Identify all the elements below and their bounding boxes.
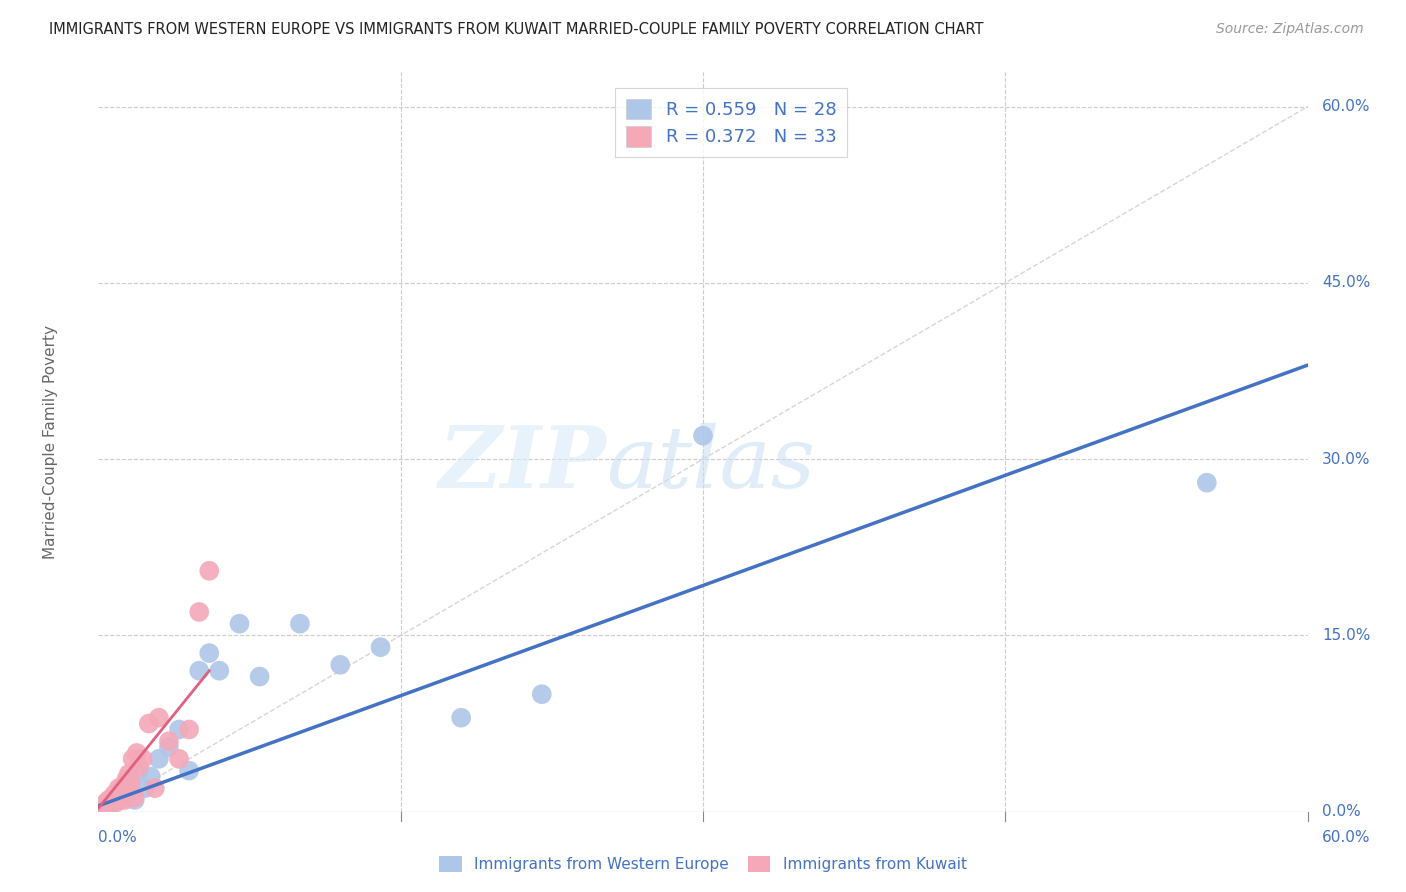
Point bbox=[450, 711, 472, 725]
Text: 60.0%: 60.0% bbox=[1322, 99, 1371, 114]
Point bbox=[120, 775, 142, 789]
Point bbox=[120, 775, 142, 789]
Point bbox=[105, 793, 128, 807]
Point bbox=[1195, 475, 1218, 490]
Point bbox=[128, 764, 150, 778]
Text: 45.0%: 45.0% bbox=[1322, 276, 1371, 291]
Point bbox=[188, 664, 211, 678]
Point bbox=[115, 772, 138, 786]
Text: 30.0%: 30.0% bbox=[1322, 451, 1371, 467]
Point bbox=[370, 640, 392, 655]
Point bbox=[288, 616, 311, 631]
Point bbox=[198, 646, 221, 660]
Text: 15.0%: 15.0% bbox=[1322, 628, 1371, 643]
Point bbox=[107, 787, 129, 801]
Point bbox=[118, 767, 141, 781]
Point bbox=[208, 664, 231, 678]
Point bbox=[105, 795, 128, 809]
Point bbox=[157, 740, 180, 755]
Point bbox=[167, 723, 190, 737]
Point bbox=[93, 801, 115, 815]
Text: 0.0%: 0.0% bbox=[98, 830, 138, 846]
Point bbox=[138, 716, 160, 731]
Text: 60.0%: 60.0% bbox=[1322, 830, 1371, 846]
Text: IMMIGRANTS FROM WESTERN EUROPE VS IMMIGRANTS FROM KUWAIT MARRIED-COUPLE FAMILY P: IMMIGRANTS FROM WESTERN EUROPE VS IMMIGR… bbox=[49, 22, 984, 37]
Point bbox=[96, 801, 118, 815]
Point bbox=[93, 800, 115, 814]
Point bbox=[228, 616, 250, 631]
Point bbox=[134, 781, 156, 796]
Text: Source: ZipAtlas.com: Source: ZipAtlas.com bbox=[1216, 22, 1364, 37]
Text: 0.0%: 0.0% bbox=[1322, 805, 1361, 819]
Point bbox=[111, 779, 134, 793]
Point bbox=[89, 802, 111, 816]
Point bbox=[179, 764, 201, 778]
Point bbox=[93, 798, 115, 813]
Point bbox=[148, 752, 170, 766]
Point bbox=[115, 790, 138, 805]
Point bbox=[128, 760, 150, 774]
Point bbox=[94, 797, 117, 812]
Legend: R = 0.559   N = 28, R = 0.372   N = 33: R = 0.559 N = 28, R = 0.372 N = 33 bbox=[616, 87, 848, 158]
Point bbox=[100, 797, 122, 811]
Point bbox=[103, 787, 125, 801]
Point bbox=[179, 723, 201, 737]
Legend: Immigrants from Western Europe, Immigrants from Kuwait: Immigrants from Western Europe, Immigran… bbox=[432, 848, 974, 880]
Text: atlas: atlas bbox=[606, 423, 815, 505]
Point bbox=[188, 605, 211, 619]
Point bbox=[107, 781, 129, 796]
Point bbox=[101, 795, 124, 809]
Point bbox=[124, 793, 146, 807]
Point bbox=[157, 734, 180, 748]
Point bbox=[110, 789, 132, 804]
Point bbox=[97, 798, 120, 813]
Point bbox=[249, 669, 271, 683]
Point bbox=[91, 801, 114, 815]
Point bbox=[167, 752, 190, 766]
Point bbox=[692, 428, 714, 442]
Point bbox=[198, 564, 221, 578]
Point bbox=[96, 795, 118, 809]
Point bbox=[139, 769, 162, 783]
Point bbox=[111, 781, 134, 796]
Point bbox=[148, 711, 170, 725]
Point bbox=[530, 687, 553, 701]
Text: ZIP: ZIP bbox=[439, 422, 606, 506]
Point bbox=[98, 798, 121, 813]
Point bbox=[124, 790, 146, 805]
Point bbox=[101, 790, 124, 805]
Point bbox=[97, 793, 120, 807]
Text: Married-Couple Family Poverty: Married-Couple Family Poverty bbox=[42, 325, 58, 558]
Point bbox=[329, 657, 352, 672]
Point bbox=[143, 781, 166, 796]
Point bbox=[132, 752, 155, 766]
Point bbox=[125, 746, 148, 760]
Point bbox=[121, 752, 143, 766]
Point bbox=[114, 793, 136, 807]
